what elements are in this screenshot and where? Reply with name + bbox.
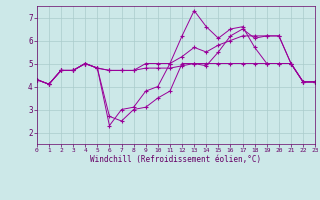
X-axis label: Windchill (Refroidissement éolien,°C): Windchill (Refroidissement éolien,°C) <box>91 155 261 164</box>
